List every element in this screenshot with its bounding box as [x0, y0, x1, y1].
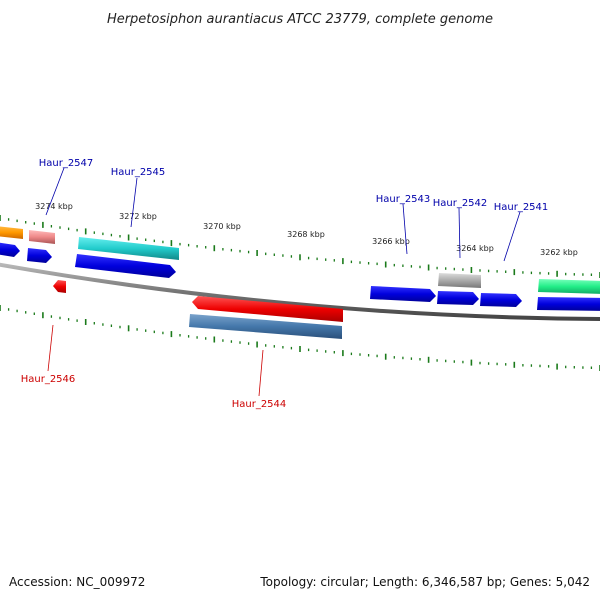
- gene-label[interactable]: Haur_2542: [433, 198, 488, 209]
- gene-feature[interactable]: [438, 273, 481, 288]
- gene-label[interactable]: Haur_2547: [39, 158, 94, 169]
- gene-label[interactable]: Haur_2545: [111, 167, 166, 178]
- gene-feature[interactable]: [78, 237, 179, 260]
- leader-line: [258, 349, 264, 397]
- gene-feature[interactable]: [53, 280, 66, 293]
- map-title: Herpetosiphon aurantiacus ATCC 23779, co…: [107, 12, 493, 27]
- accession-text: Accession: NC_009972: [9, 575, 145, 589]
- scale-label: 3270 kbp: [203, 222, 241, 231]
- gene-feature[interactable]: [189, 314, 342, 339]
- leader-line: [130, 177, 138, 228]
- label-leaders: [45, 167, 521, 397]
- leader-line: [503, 211, 521, 262]
- scale-labels: 3274 kbp 3272 kbp 3270 kbp 3268 kbp 3266…: [35, 202, 578, 257]
- leader-line: [47, 324, 54, 372]
- gene-feature[interactable]: [0, 242, 20, 257]
- gene-feature[interactable]: [538, 279, 600, 294]
- scale-label: 3266 kbp: [372, 237, 410, 246]
- gene-feature[interactable]: [75, 254, 176, 278]
- gene-feature[interactable]: [537, 297, 600, 311]
- leader-line: [45, 167, 65, 216]
- gene-feature[interactable]: [29, 230, 55, 244]
- scale-label: 3268 kbp: [287, 230, 325, 239]
- scale-ticks-inner: [0, 305, 600, 371]
- scale-label: 3272 kbp: [119, 212, 157, 221]
- feature-lane-reverse: [53, 280, 343, 339]
- genome-summary-text: Topology: circular; Length: 6,346,587 bp…: [259, 575, 590, 589]
- gene-feature[interactable]: [480, 293, 522, 307]
- gene-label[interactable]: Haur_2541: [494, 202, 549, 213]
- genome-backbone: [0, 262, 600, 321]
- leader-line: [458, 207, 461, 259]
- gene-labels: Haur_2547 Haur_2545 Haur_2543 Haur_2542 …: [21, 158, 549, 410]
- gene-feature[interactable]: [437, 291, 479, 305]
- gene-feature[interactable]: [27, 248, 52, 263]
- gene-label[interactable]: Haur_2544: [232, 399, 287, 410]
- scale-label: 3262 kbp: [540, 248, 578, 257]
- gene-label[interactable]: Haur_2546: [21, 374, 76, 385]
- feature-lane-inner: [0, 242, 600, 311]
- scale-ticks-outer: [0, 215, 600, 278]
- gene-feature[interactable]: [370, 286, 436, 302]
- scale-label: 3274 kbp: [35, 202, 73, 211]
- gene-feature[interactable]: [192, 296, 343, 322]
- gene-label[interactable]: Haur_2543: [376, 194, 431, 205]
- scale-label: 3264 kbp: [456, 244, 494, 253]
- gene-feature[interactable]: [0, 226, 23, 239]
- leader-line: [402, 203, 408, 255]
- feature-lane-outer: [0, 226, 600, 294]
